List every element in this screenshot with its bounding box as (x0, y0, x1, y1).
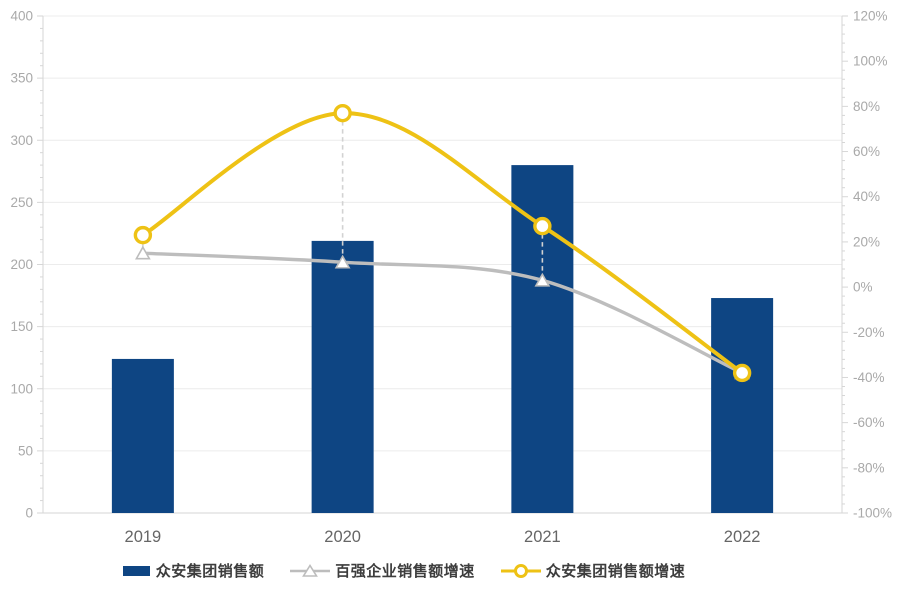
x-axis-label: 2021 (524, 528, 561, 546)
right-axis-label: 20% (853, 234, 880, 249)
legend: 众安集团销售额 百强企业销售额增速 众安集团销售额增速 (0, 560, 854, 581)
triangle-marker (534, 272, 551, 287)
left-axis-label: 250 (10, 195, 33, 210)
bar (711, 298, 774, 513)
right-axis-label: 120% (853, 9, 888, 24)
right-axis-label: 0% (853, 280, 873, 295)
left-axis-label: 150 (10, 319, 33, 334)
left-axis-label: 300 (10, 133, 33, 148)
left-axis-label: 400 (10, 9, 33, 24)
circle-marker (333, 103, 352, 123)
drop-lines (142, 121, 544, 275)
circle-marker (732, 363, 752, 383)
zhongan-growth-line (140, 111, 745, 375)
right-axis-label: 80% (853, 99, 880, 114)
x-axis-label: 2022 (724, 528, 761, 546)
left-axis-label: 100 (10, 381, 33, 396)
legend-label: 百强企业销售额增速 (335, 563, 475, 580)
circle-marker (533, 216, 552, 236)
circle-marker (133, 225, 153, 245)
right-axis-label: -60% (853, 415, 885, 430)
grid (43, 15, 842, 452)
right-axis-label: 100% (853, 54, 888, 69)
right-axis-label: -100% (853, 506, 892, 521)
right-axis-label: 60% (853, 144, 880, 159)
legend-triangle-icon (302, 563, 319, 577)
x-axis-label: 2019 (125, 528, 162, 546)
top100-growth-line (141, 251, 744, 375)
triangle-marker (334, 254, 351, 269)
right-axis-label: -40% (853, 370, 885, 385)
right-axis-label: -20% (853, 325, 885, 340)
bar (111, 358, 174, 513)
legend-circle-icon (513, 563, 528, 578)
axis-labels: 0 50 100 150 200 250 300 350 400 -100% -80% -60% -40… (10, 9, 892, 547)
legend-item-bar: 众安集团销售额 (122, 560, 265, 581)
markers (133, 103, 752, 383)
bar-series (111, 165, 774, 513)
left-axis-label: 0 (25, 506, 33, 521)
right-axis-label: 40% (853, 189, 880, 204)
triangle-marker (135, 245, 151, 260)
left-axis-label: 200 (10, 257, 33, 272)
axes (37, 15, 848, 514)
right-axis-label: -80% (853, 460, 885, 475)
bar (311, 240, 374, 513)
legend-item-open-circle: 众安集团销售额增速 (500, 560, 686, 581)
legend-item-open-triangle: 百强企业销售额增速 (290, 560, 475, 581)
x-axis-label: 2020 (324, 528, 361, 546)
legend-label: 众安集团销售额增速 (545, 563, 686, 580)
legend-label: 众安集团销售额 (155, 563, 265, 580)
left-axis-label: 350 (10, 71, 33, 86)
legend-bar-swatch (122, 565, 150, 576)
left-axis-label: 50 (18, 443, 33, 458)
